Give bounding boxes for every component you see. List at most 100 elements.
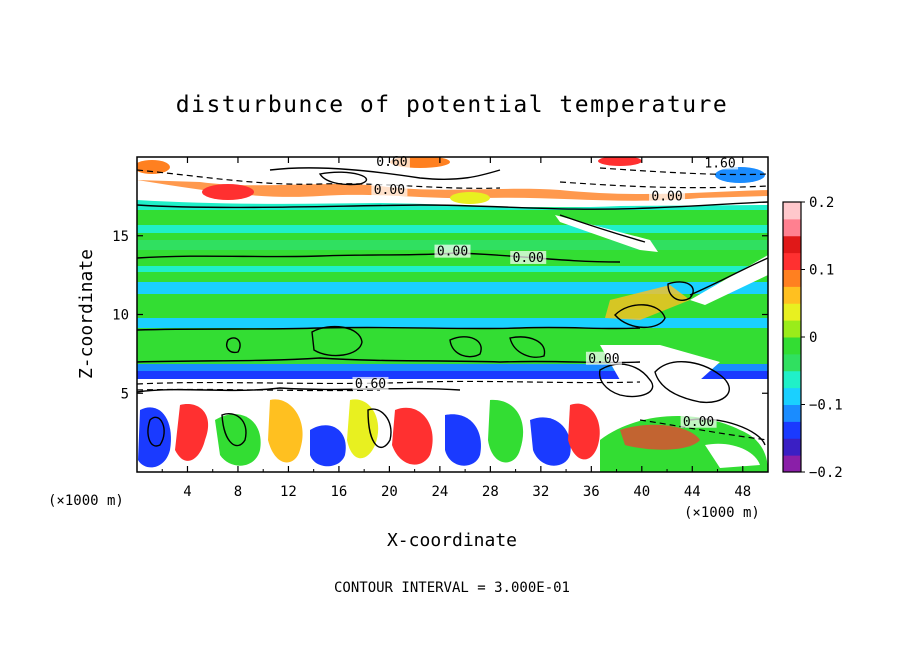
field-lower-blob-9	[488, 399, 524, 463]
contour-cluster-1	[598, 363, 654, 398]
contour-labels: 0.60 1.60 0.00 0.00 0.00 0.00 0.00 0.60 0.00	[352, 154, 739, 430]
contour-interval-note: CONTOUR INTERVAL = 3.000E-01	[334, 580, 570, 596]
contour-label-bg	[510, 250, 547, 264]
field-lower-blob-4	[268, 399, 303, 463]
contour-cluster-4	[667, 281, 694, 302]
contour-label: 0.00	[588, 352, 619, 367]
contour-lower-2	[147, 416, 165, 447]
colorbar-swatch	[783, 387, 801, 405]
y-tick-label: 15	[112, 229, 129, 245]
contour-cluster-3	[614, 304, 666, 328]
colorbar-swatch	[783, 455, 801, 473]
y-tick-label: 10	[112, 308, 129, 324]
field-band-cyan-4	[137, 318, 768, 328]
colorbar-swatch	[783, 353, 801, 372]
colorbar-tick-label: 0.2	[809, 195, 834, 211]
x-tick-label: 12	[280, 484, 297, 500]
contour-upper-1	[137, 201, 768, 210]
colorbar-swatch	[783, 421, 801, 439]
contour-lower-4	[367, 408, 392, 449]
contour-label: 0.00	[437, 245, 468, 260]
contour-label: 0.00	[683, 415, 714, 430]
colorbar-tick-label: 0.1	[809, 263, 834, 279]
contour-label-bg	[373, 154, 410, 168]
colorbar-swatch	[783, 320, 801, 338]
contour-dash-5	[137, 388, 381, 392]
x-tick-label: 48	[734, 484, 751, 500]
contour-label: 0.00	[513, 251, 544, 266]
contour-lower-3	[221, 413, 247, 447]
contour-label-bg	[352, 376, 389, 390]
contour-dash-1	[137, 169, 501, 189]
colorbar-swatch	[783, 218, 801, 237]
colorbar-tick-label: 0	[809, 330, 817, 346]
field-upper-blob-1	[137, 160, 170, 174]
contour-cluster-2	[654, 361, 730, 404]
colorbar	[783, 202, 801, 473]
contour-dash-3	[599, 167, 768, 176]
contour-cell-1	[311, 325, 363, 357]
x-tick-label: 36	[583, 484, 600, 500]
field-band-cyan-1	[137, 225, 768, 233]
contour-dash-6	[639, 419, 768, 441]
field-lower-blob-14	[705, 443, 760, 468]
x-tick-label: 24	[431, 484, 448, 500]
x-tick-label: 4	[183, 484, 191, 500]
field-lower-blob-13	[620, 424, 700, 450]
field-lower-blob-11	[568, 403, 600, 460]
contour-cell-2	[226, 337, 241, 354]
field-upper-blob-5	[450, 192, 490, 204]
contour-label-bg	[371, 183, 408, 197]
contour-label-bg	[680, 414, 717, 428]
colorbar-swatch	[783, 286, 801, 304]
x-tick-label: 16	[330, 484, 347, 500]
colorbar-swatch	[783, 438, 801, 456]
colorbar-swatch	[783, 252, 801, 270]
x-axis-title: X-coordinate	[387, 530, 517, 551]
colorbar-swatch	[783, 269, 801, 287]
field-streak-4	[600, 345, 720, 380]
contour-label: 0.00	[374, 183, 405, 198]
contour-streak-2	[689, 257, 768, 296]
contour-dash-4	[137, 380, 641, 385]
colorbar-swatch	[783, 202, 801, 220]
field-lower-blob-8	[445, 414, 481, 466]
contour-label: 0.60	[355, 377, 386, 392]
colorbar-swatch	[783, 337, 801, 355]
y-axis-title: Z-coordinate	[76, 249, 97, 379]
contour-mid-zero-3	[137, 357, 641, 364]
y-tick-label: 5	[121, 386, 129, 402]
field-lower-blob-3	[215, 414, 261, 466]
contour-label-bg	[434, 244, 471, 258]
field-lower-blob-10	[530, 417, 571, 466]
contour-upper-2	[269, 167, 501, 180]
contour-lines-dashed	[137, 167, 768, 441]
contour-label-bg	[649, 189, 686, 203]
chart-title: disturbunce of potential temperature	[176, 92, 729, 118]
x-tick-label: 32	[532, 484, 549, 500]
contour-label: 0.60	[376, 155, 407, 170]
field-upper-red-band	[137, 180, 768, 201]
contour-label: 1.60	[704, 156, 735, 171]
field-lower-blob-2	[175, 404, 209, 461]
x-tick-label: 8	[234, 484, 242, 500]
y-axis-ticks: 5 10 15	[112, 229, 768, 402]
field-lower-blob-6	[347, 399, 379, 459]
contour-label: 0.00	[651, 190, 682, 205]
contour-cell-4	[509, 336, 546, 358]
field-band-cyan-3	[137, 282, 768, 294]
field-band-cyan-2	[137, 266, 768, 272]
colorbar-tick-label: −0.2	[809, 465, 843, 481]
contour-streak-1	[559, 214, 646, 243]
colorbar-swatch	[783, 235, 801, 254]
field-upper-blob-2	[202, 184, 254, 200]
colorbar-swatch	[783, 303, 801, 321]
field-streak-3	[605, 285, 690, 320]
colorbar-swatch	[783, 404, 801, 422]
field-upper-blob-4	[598, 157, 642, 166]
colorbar-ticks: 0.2 0.1 0 −0.1 −0.2	[801, 195, 843, 481]
x-axis-ticks: 4 8 12 16 20 24 28 32 36 40 44 48	[161, 157, 751, 500]
field-lower-blob-5	[310, 425, 346, 467]
contour-cell-3	[449, 336, 482, 358]
